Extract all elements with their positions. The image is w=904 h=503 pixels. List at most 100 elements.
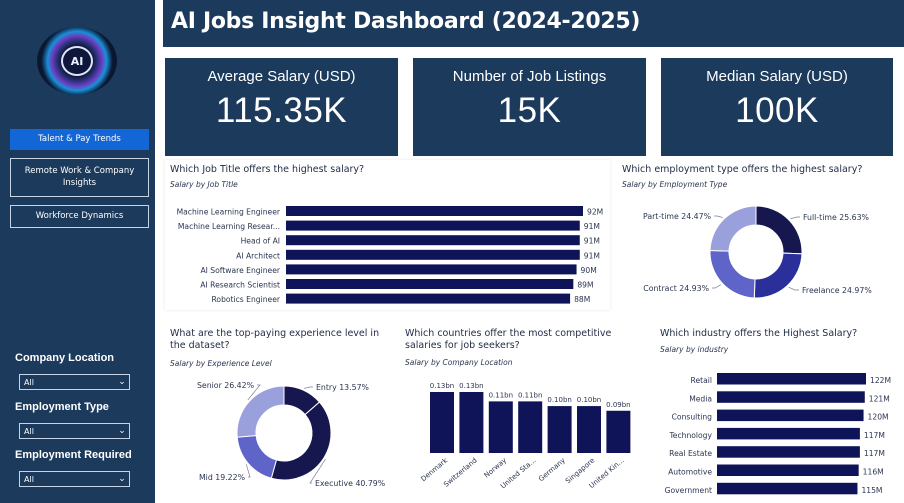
data-label: Full-time 25.63% [803,213,869,222]
category-label: Consulting [672,413,713,422]
kpi-label: Median Salary (USD) [706,68,848,85]
nav-button-label: Workforce Dynamics [35,210,124,221]
company-location-select[interactable]: All ⌄ [19,374,130,390]
data-label: 0.11bn [489,391,513,399]
bar [286,206,583,216]
industry-bar-chart: Retail 122M Media 121M Consulting 120M Technol… [665,373,891,495]
countries-chart-title: Which countries offer the most competiti… [405,328,612,352]
kpi-value: 15K [497,91,562,130]
bar [717,373,866,385]
data-label: 120M [868,413,889,422]
nav-talent-pay-trends-button[interactable]: Talent & Pay Trends [10,129,149,150]
select-value: All [24,377,34,387]
bar [488,401,513,453]
experience-chart-title: What are the top-paying experience level… [170,328,380,352]
select-value: All [24,474,34,484]
header-bar: AI Jobs Insight Dashboard (2024-2025) [163,0,904,47]
data-label: 91M [584,237,600,246]
job-title-chart-subtitle: Salary by Job Title [170,180,238,189]
data-label: 89M [577,281,593,290]
data-label: 0.13bn [430,382,454,390]
category-label: Machine Learning Engineer [177,208,281,217]
category-label: Germany [537,456,567,483]
bar [286,220,580,231]
chevron-down-icon: ⌄ [118,377,126,387]
data-label: 88M [574,295,590,304]
category-label: Government [665,486,712,495]
company-location-label: Company Location [15,352,115,364]
data-label: Mid 19.22% [199,473,245,482]
nav-remote-work-button[interactable]: Remote Work & Company Insights [10,158,149,197]
data-label: 0.11bn [518,391,542,399]
industry-chart-subtitle: Salary by industry [660,345,729,354]
countries-bar-chart: 0.13bnDenmark0.13bnSwitzerland0.11bnNorw… [419,382,631,490]
data-label: 92M [587,208,603,217]
job-title-bar-chart: Machine Learning Engineer 92M Machine Lear… [177,206,603,304]
experience-donut-chart: Entry 13.57% Executive 40.79% Mid 19.22% Se… [197,381,385,488]
bar [430,392,454,453]
data-label: Senior 26.42% [197,381,254,390]
data-label: Executive 40.79% [315,479,385,488]
leader-line [788,286,799,291]
nav-workforce-dynamics-button[interactable]: Workforce Dynamics [10,205,149,228]
data-label: 0.10bn [577,396,601,404]
kpi-median-salary: Median Salary (USD) 100K [661,58,893,156]
nav-button-label: Remote Work & Company Insights [24,166,135,188]
category-label: Retail [691,376,712,385]
donut-slice [755,205,803,255]
data-label: Freelance 24.97% [802,286,872,295]
leader-line [712,284,722,289]
sidebar: AI Talent & Pay Trends Remote Work & Com… [0,0,155,503]
kpi-label: Average Salary (USD) [207,68,356,85]
bar [717,446,860,458]
data-label: 115M [861,486,882,495]
ai-logo-mark: AI [61,46,93,76]
category-label: AI Software Engineer [200,266,280,275]
select-value: All [24,426,34,436]
leader-line [714,215,723,218]
donut-slice [709,205,757,252]
bar [717,427,860,440]
data-label: Contract 24.93% [643,284,709,293]
kpi-label: Number of Job Listings [452,68,607,85]
leader-line [790,216,800,220]
leader-line [304,386,313,389]
bar [717,391,865,403]
employment-required-label: Employment Required [15,449,132,461]
category-label: Automotive [668,468,712,477]
bar [286,235,580,246]
employment-required-select[interactable]: All ⌄ [19,471,130,487]
kpi-value: 115.35K [215,91,348,130]
kpi-job-listings: Number of Job Listings 15K [413,58,646,156]
kpi-value: 100K [735,91,819,130]
leader-line [245,464,251,478]
employment-type-donut-chart: Full-time 25.63% Freelance 24.97% Contract… [643,205,872,299]
donut-slice [709,249,756,299]
employment-type-chart-subtitle: Salary by Employment Type [622,180,728,189]
data-label: Part-time 24.47% [643,212,711,221]
category-label: Norway [483,456,508,479]
data-label: 122M [870,376,891,385]
bar [717,464,859,476]
bar [606,410,631,453]
category-label: Machine Learning Resear... [178,222,280,231]
category-label: Robotics Engineer [212,295,281,304]
bar [286,293,571,304]
data-label: 91M [584,222,600,231]
chevron-down-icon: ⌄ [118,474,126,484]
leader-line [309,458,326,484]
data-label: 0.10bn [547,396,571,404]
category-label: AI Architect [236,251,280,260]
category-label: Technology [668,431,712,440]
bar [547,406,572,453]
bar [286,279,574,289]
donut-slice [236,434,278,479]
page-title: AI Jobs Insight Dashboard (2024-2025) [171,9,641,34]
kpi-average-salary: Average Salary (USD) 115.35K [165,58,398,156]
data-label: 117M [864,431,885,440]
job-title-chart-title: Which Job Title offers the highest salar… [170,164,365,175]
employment-type-select[interactable]: All ⌄ [19,423,130,439]
bar [518,401,543,453]
donut-slice [753,252,803,299]
